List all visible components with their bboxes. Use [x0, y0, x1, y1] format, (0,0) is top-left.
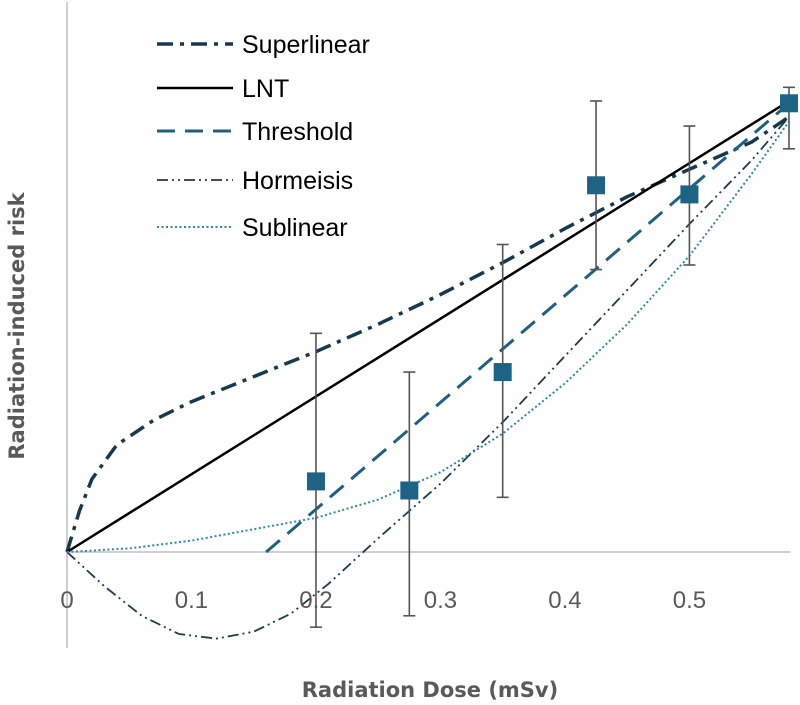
legend-label-threshold: Threshold — [242, 118, 353, 146]
x-axis-title: Radiation Dose (mSv) — [302, 678, 558, 702]
legend-label-hormeisis: Hormeisis — [242, 167, 353, 195]
data-point-marker — [680, 185, 699, 204]
series-threshold-line — [265, 102, 790, 554]
x-tick-labels: 0 0.1 0.2 0.3 0.4 0.5 — [60, 587, 706, 614]
legend-label-lnt: LNT — [242, 75, 289, 103]
x-tick-label: 0.2 — [299, 587, 332, 614]
x-tick-label: 0.4 — [548, 587, 581, 614]
y-axis-title: Radiation-induced risk — [5, 191, 29, 459]
data-point-marker — [400, 481, 419, 500]
data-point-marker — [493, 363, 512, 382]
data-point-marker — [587, 176, 606, 195]
legend-label-sublinear: Sublinear — [242, 214, 348, 242]
x-tick-label: 0.3 — [424, 587, 457, 614]
curves — [65, 99, 790, 640]
x-tick-label: 0.5 — [673, 587, 706, 614]
data-markers — [306, 94, 798, 500]
axes — [66, 2, 790, 648]
error-bars — [309, 86, 795, 628]
legend: Superlinear LNT Threshold Hormeisis Sublinea… — [157, 31, 370, 242]
series-superlinear-line — [65, 115, 790, 553]
legend-label-superlinear: Superlinear — [242, 31, 370, 59]
x-tick-label: 0.1 — [175, 587, 208, 614]
x-tick-label: 0 — [60, 587, 73, 614]
data-point-marker — [306, 472, 325, 491]
series-lnt-line — [66, 99, 790, 554]
data-point-marker — [780, 94, 798, 113]
